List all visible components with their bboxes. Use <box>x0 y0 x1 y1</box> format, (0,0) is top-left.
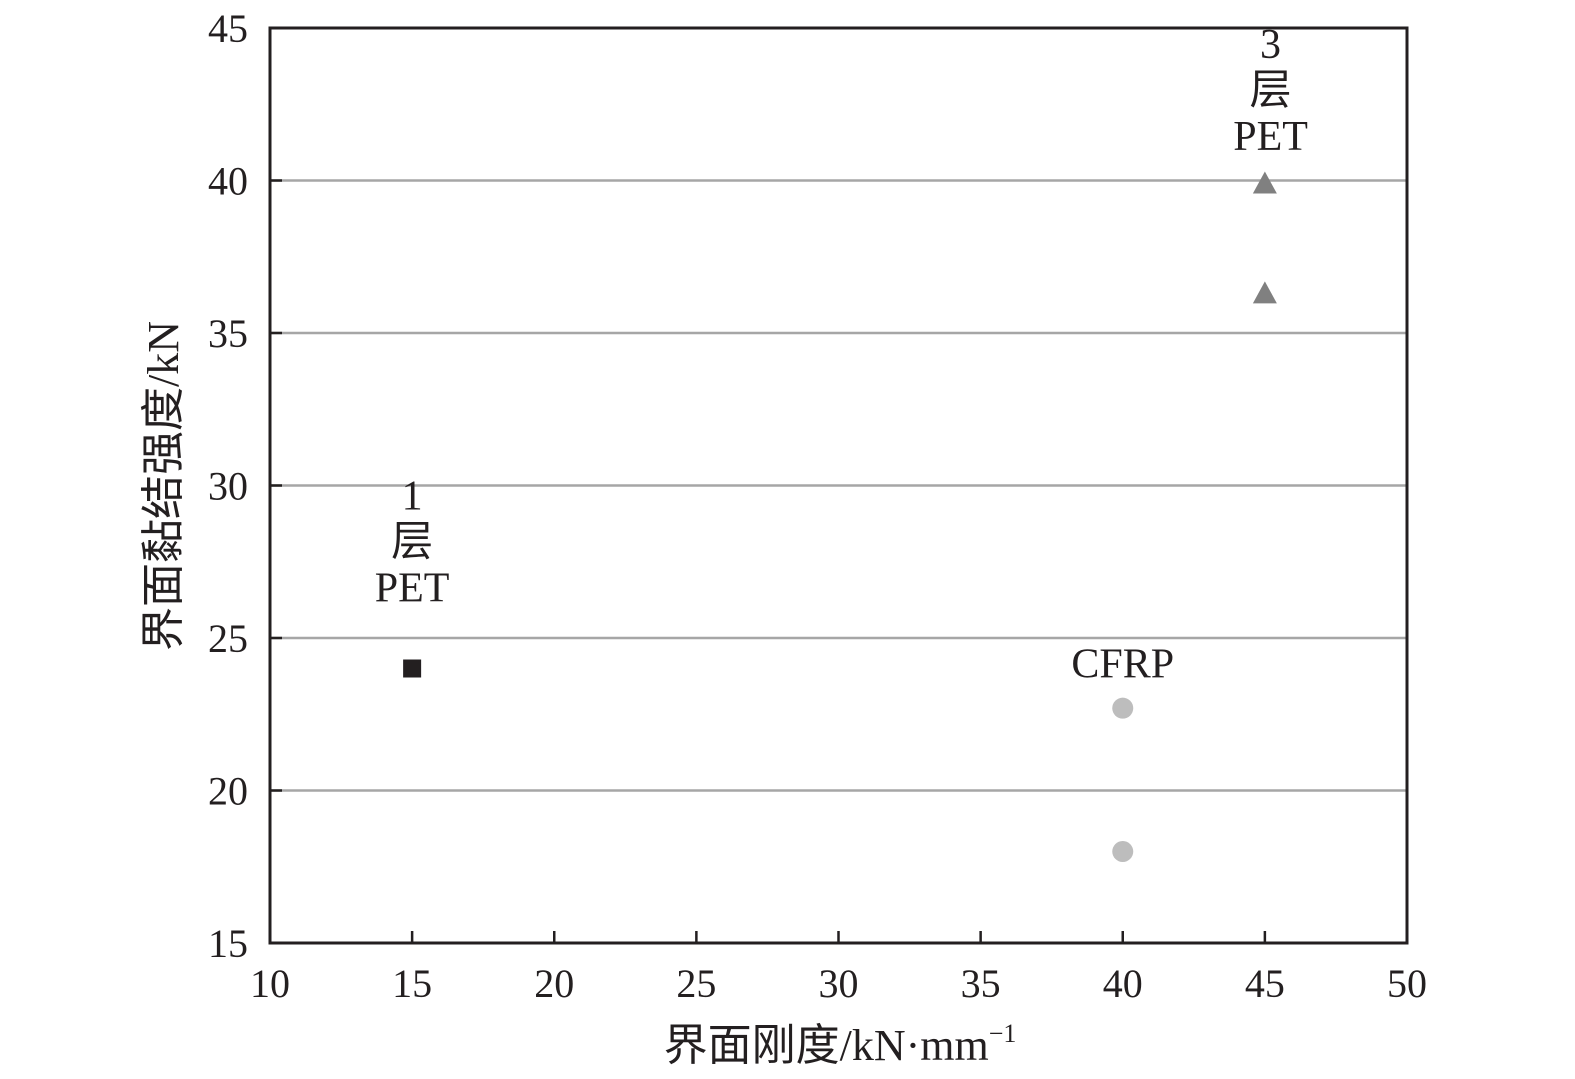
annotation-0-line-2: PET <box>375 565 450 611</box>
x-tick-label-5: 35 <box>961 961 1001 1006</box>
annotation-1-line-0: CFRP <box>1071 642 1174 688</box>
x-axis-title: 界面刚度/kN·mm−1 <box>664 1019 1017 1070</box>
x-tick-label-2: 20 <box>534 961 574 1006</box>
gridlines <box>270 179 1407 792</box>
annotation-2-line-0: 3 <box>1260 22 1281 68</box>
data-point-square-0 <box>403 659 422 678</box>
x-tick-label-7: 45 <box>1245 961 1285 1006</box>
annotation-1: CFRP <box>1071 642 1174 688</box>
data-point-triangle-1 <box>1252 281 1277 304</box>
y-tick-label-1: 20 <box>208 769 248 814</box>
x-tick-label-3: 25 <box>676 961 716 1006</box>
data-points <box>403 171 1277 862</box>
x-axis-title-main: 界面刚度/kN·mm <box>664 1021 989 1070</box>
x-tick-label-6: 40 <box>1103 961 1143 1006</box>
annotation-0-line-0: 1 <box>402 473 423 519</box>
data-point-circle-1 <box>1112 841 1134 862</box>
y-axis-title: 界面黏结强度/kN <box>139 321 188 651</box>
y-tick-label-4: 35 <box>208 311 248 356</box>
annotation-2-line-2: PET <box>1233 114 1308 160</box>
annotation-2-line-1: 层 <box>1250 68 1292 114</box>
x-tick-label-0: 10 <box>250 961 290 1006</box>
x-axis-title-superscript: −1 <box>989 1019 1017 1048</box>
y-tick-label-3: 30 <box>208 464 248 509</box>
y-tick-label-6: 45 <box>208 6 248 51</box>
data-point-triangle-0 <box>1252 171 1277 194</box>
annotation-0-line-1: 层 <box>391 519 433 565</box>
x-tick-label-8: 50 <box>1387 961 1427 1006</box>
y-tick-label-0: 15 <box>208 921 248 966</box>
y-tick-label-2: 25 <box>208 616 248 661</box>
x-tick-label-4: 30 <box>819 961 859 1006</box>
x-tick-label-1: 15 <box>392 961 432 1006</box>
data-point-circle-0 <box>1112 697 1134 719</box>
y-tick-label-5: 40 <box>208 159 248 204</box>
